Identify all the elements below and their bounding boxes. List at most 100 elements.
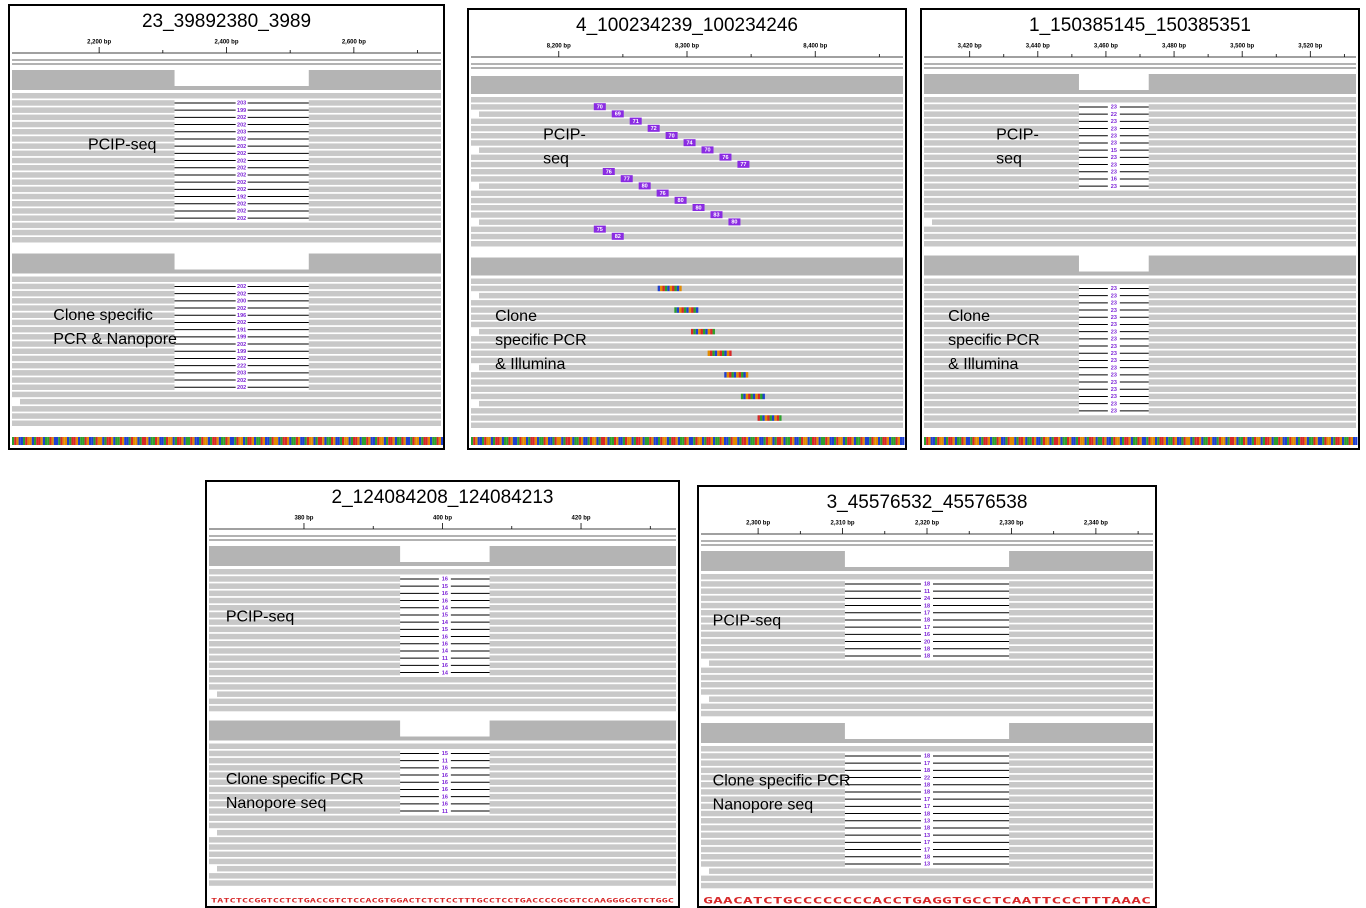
read [20,399,441,405]
reference-base [423,437,425,445]
read [1009,861,1153,867]
reference-base [566,437,568,445]
reference-base [131,437,133,445]
reference-base [1122,437,1124,445]
reference-base [32,437,34,445]
reference-base [415,437,417,445]
read [209,765,400,771]
mismatch [705,329,707,335]
reference-base [302,437,304,445]
read [12,370,175,376]
reference-base [34,437,36,445]
deletion-size: 18 [924,582,930,588]
reference-base [964,437,966,445]
reference-base [513,437,515,445]
read [490,758,676,764]
read [12,165,175,171]
read [1149,315,1356,321]
read [309,284,441,290]
read [924,183,1079,189]
reference-base [1228,437,1230,445]
reference-base [585,437,587,445]
igv-panel: 3_45576532_455765382,300 bp2,310 bp2,320… [697,485,1157,908]
igv-panel: 4_100234239_1002342468,200 bp8,300 bp8,4… [467,8,907,450]
reference-base [399,437,401,445]
reference-base [823,437,825,445]
read [924,351,1079,357]
reference-base [1162,437,1164,445]
deletion-size: 14 [442,605,449,611]
read [1009,653,1153,659]
ruler-label: 2,600 bp [342,40,366,46]
read [1149,379,1356,385]
mismatch [694,307,696,313]
read [209,880,676,886]
reference-base [390,437,392,445]
deletion-size: 202 [237,320,246,326]
reference-base [810,437,812,445]
reference-base [379,437,381,445]
deletion-size: 23 [1111,373,1117,379]
deletion-size: 18 [924,768,930,774]
reference-base [1021,437,1023,445]
reference-base [30,437,32,445]
reference-base [618,437,620,445]
read [209,873,676,879]
read [1149,307,1356,313]
track-label: seq [543,151,569,168]
reference-base [201,437,203,445]
read [217,866,676,872]
reference-base [1342,437,1344,445]
read [924,234,1356,240]
mismatch [767,415,769,421]
reference-base [821,437,823,445]
reference-base [1190,437,1192,445]
reference-base [742,437,744,445]
reference-base [265,437,267,445]
read [1149,119,1356,125]
read [924,408,1079,414]
reference-base [1153,437,1155,445]
read [1009,760,1153,766]
read [1149,394,1356,400]
reference-base [601,437,603,445]
mismatch [667,286,669,292]
deletion-size: 203 [237,129,246,135]
insertion-size: 72 [651,126,657,132]
mismatch [736,372,738,378]
reference-base [856,437,858,445]
reference-base [109,437,111,445]
read [701,876,1153,882]
reference-base [649,437,651,445]
mismatch [691,307,693,313]
reference-base [241,437,243,445]
read [490,641,676,647]
read [490,583,676,589]
read [924,286,1079,292]
mismatch [717,351,719,357]
reference-base [1195,437,1197,445]
read [924,387,1079,393]
reference-base [175,437,177,445]
mismatch [746,394,748,400]
read [12,377,175,383]
reference-base [977,437,979,445]
reference-base [841,437,843,445]
reference-base [272,437,274,445]
read [309,208,441,214]
deletion-size: 202 [237,115,246,121]
igv-panel: 1_150385145_1503853513,420 bp3,440 bp3,4… [920,8,1360,450]
read [701,646,845,652]
reference-base [753,437,755,445]
coverage [209,721,676,741]
reference-base [1318,437,1320,445]
reference-base [559,437,561,445]
reference-base [819,437,821,445]
reference-base [1115,437,1117,445]
deletion-size: 199 [237,335,246,341]
reference-base [1025,437,1027,445]
reference-base [254,437,256,445]
track-label: PCR & Nanopore [53,331,177,348]
reference-base [192,437,194,445]
reference-base [1155,437,1157,445]
